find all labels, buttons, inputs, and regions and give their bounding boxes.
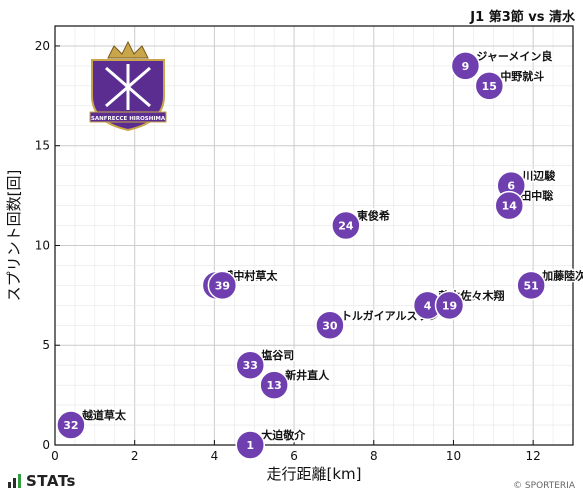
x-tick-label: 8 [370, 449, 378, 463]
data-point [516, 270, 546, 301]
plot-frame [54, 25, 574, 446]
crest-crown [107, 40, 149, 59]
y-tick-label: 20 [35, 39, 50, 53]
data-point [56, 410, 86, 440]
crest-ribbon [89, 111, 167, 123]
point-name-label: 佐々木翔 [459, 288, 504, 302]
x-tick-label: 0 [51, 449, 59, 463]
point-name-label: 大迫敬介 [261, 428, 306, 442]
x-tick-label: 4 [211, 449, 219, 463]
point-number-label: 32 [63, 419, 78, 432]
point-name-label: 新井直人 [285, 368, 330, 382]
point-name-label: 塩谷司 [261, 348, 294, 362]
x-tick-label: 2 [131, 449, 139, 463]
point-number-label: 15 [482, 80, 497, 93]
x-axis-label: 走行距離[km] [266, 465, 361, 483]
point-number-label: 39 [215, 279, 230, 292]
x-tick-label: 10 [446, 449, 461, 463]
copyright-credit: © SPORTERIA [513, 481, 575, 491]
point-name-label: 中村草太 [233, 268, 278, 282]
data-point [259, 370, 289, 400]
stats-brand: STATs [8, 472, 76, 490]
y-tick-label: 0 [42, 438, 50, 452]
y-tick-label: 5 [42, 338, 50, 352]
data-point [207, 270, 238, 301]
y-tick-label: 10 [35, 238, 50, 252]
data-point [331, 210, 361, 241]
point-name-label: 田中聡 [520, 189, 553, 203]
stats-logo-icon [8, 474, 21, 488]
x-tick-label: 12 [526, 449, 541, 463]
point-name-label: 東俊希 [357, 209, 390, 223]
point-number-label: 6 [507, 180, 515, 193]
y-tick-label: 15 [35, 139, 50, 153]
point-number-label: 4 [424, 299, 432, 312]
point-number-label: 14 [502, 200, 518, 213]
data-point [434, 290, 465, 321]
data-points: 91561424103951419303313321 [56, 51, 546, 460]
point-number-label: 19 [442, 299, 457, 312]
crest-text: SANFRECCE HIROSHIMA [91, 116, 166, 122]
point-number-label: 24 [338, 220, 354, 233]
point-number-label: 51 [524, 279, 539, 292]
data-point [450, 51, 481, 81]
data-point [235, 430, 265, 460]
point-name-label: 川辺駿 [521, 169, 556, 183]
sanfrecce-hiroshima-crest-icon: SANFRECCE HIROSHIMA [89, 40, 167, 132]
point-labels: ジャーメイン良中野就斗川辺駿田中聡東俊希菅大輝中村草太加藤陸次樹荒木隼人佐々木翔… [79, 47, 583, 443]
chart-title: J1 第3節 vs 清水 [470, 10, 575, 25]
data-point [235, 350, 265, 380]
point-number-label: 33 [243, 359, 258, 372]
stats-brand-label: STATs [26, 472, 76, 490]
data-point [315, 310, 345, 341]
data-point [494, 190, 524, 221]
point-number-label: 9 [462, 60, 470, 73]
x-tick-label: 6 [290, 449, 298, 463]
point-name-label: 加藤陸次樹 [541, 268, 583, 282]
point-number-label: 13 [266, 379, 281, 392]
y-axis-label: スプリント回数[回] [5, 170, 23, 302]
point-name-label: 越道草太 [81, 408, 127, 422]
point-name-label: 中野就斗 [500, 69, 544, 83]
point-number-label: 1 [246, 439, 254, 452]
point-number-label: 30 [322, 319, 338, 332]
data-point [474, 71, 505, 101]
point-name-label: ジャーメイン良 [476, 49, 552, 63]
